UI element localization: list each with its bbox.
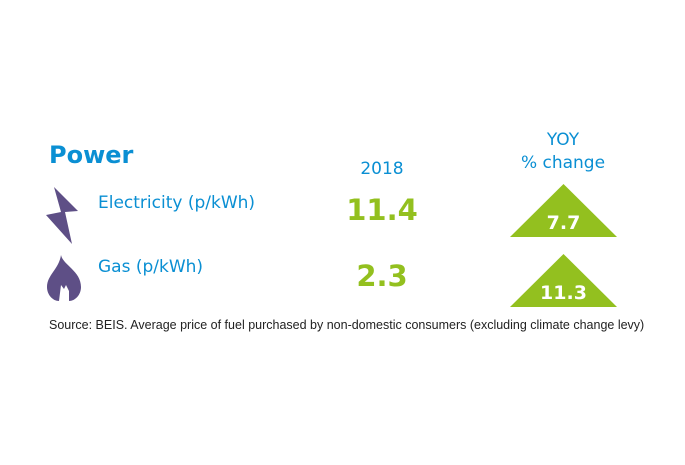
yoy-header: YOY % change: [503, 129, 623, 175]
gas-value: 2.3: [356, 259, 408, 293]
electricity-yoy-badge: 7.7: [510, 184, 617, 237]
lightning-bolt-icon: [46, 187, 82, 249]
section-title: Power: [49, 141, 134, 169]
year-header: 2018: [360, 159, 404, 179]
gas-yoy-value: 11.3: [540, 282, 587, 304]
gas-yoy-badge: 11.3: [510, 254, 617, 307]
source-note: Source: BEIS. Average price of fuel purc…: [49, 318, 645, 332]
yoy-header-line1: YOY: [546, 130, 580, 150]
electricity-label: Electricity (p/kWh): [98, 193, 256, 213]
electricity-value: 11.4: [346, 193, 418, 227]
flame-icon: [47, 255, 83, 305]
yoy-header-line2: % change: [520, 153, 606, 173]
electricity-yoy-value: 7.7: [546, 212, 581, 234]
gas-label: Gas (p/kWh): [98, 257, 204, 277]
